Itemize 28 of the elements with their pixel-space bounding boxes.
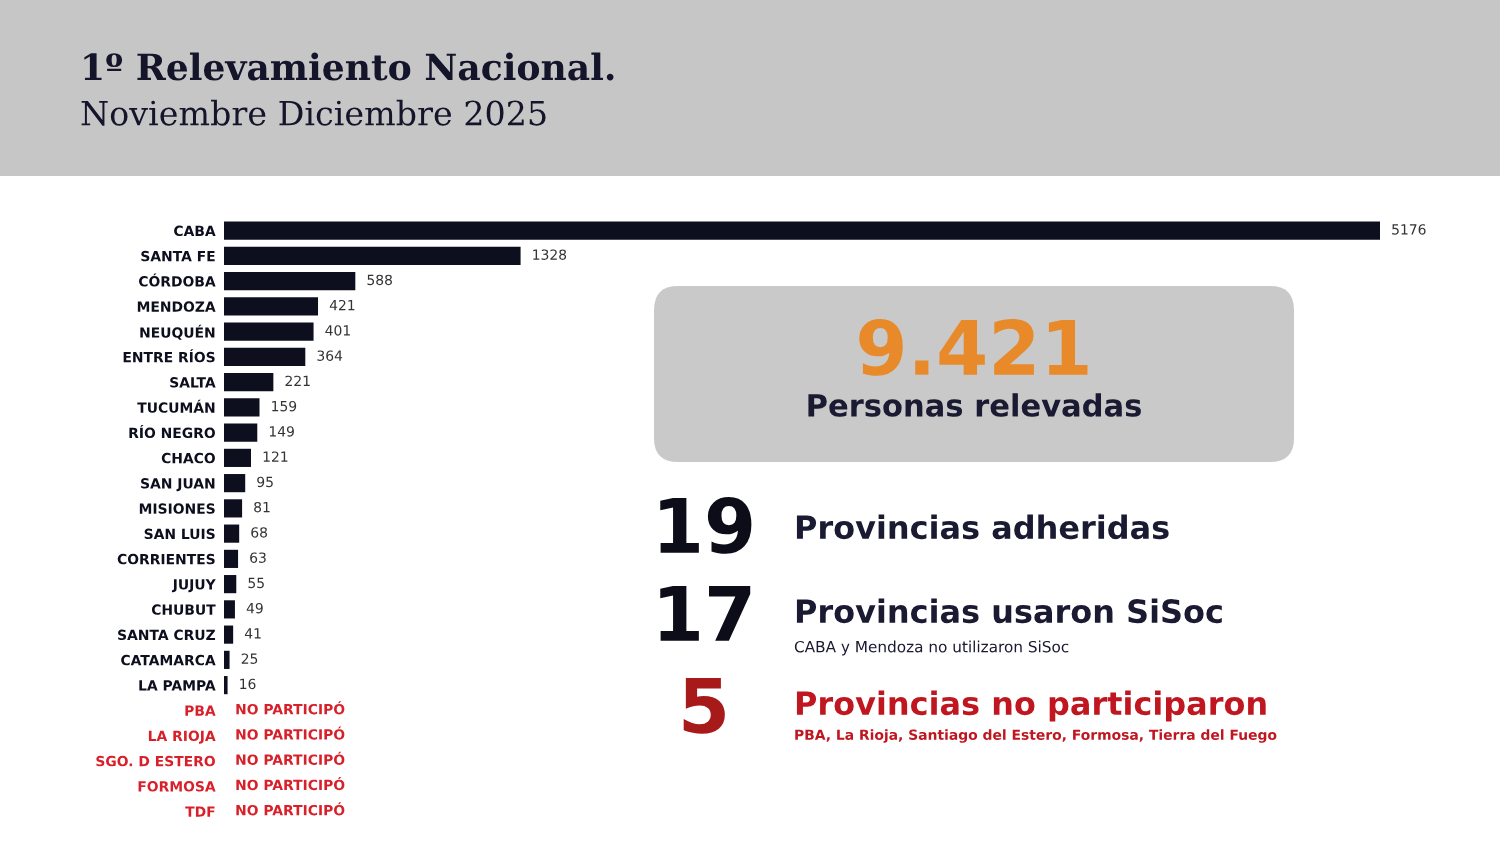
bar	[224, 600, 235, 619]
chart-title: 1º Relevamiento Nacional.	[84, 52, 614, 81]
bar	[224, 575, 237, 594]
annotation: 19	[660, 497, 752, 554]
bar	[224, 423, 258, 442]
bar	[224, 625, 234, 644]
bar	[224, 297, 319, 316]
annotation: 5	[683, 678, 725, 734]
bar	[224, 650, 230, 669]
bar	[224, 474, 246, 493]
chart-subtitle: Noviembre Diciembre 2025	[81, 99, 546, 126]
bar	[224, 398, 260, 417]
annotation: Provincias adheridas	[796, 514, 1169, 540]
annotation: Personas relevadas	[808, 393, 1141, 417]
bar	[224, 524, 240, 543]
annotation: Provincias usaron SiSoc	[796, 598, 1222, 624]
annotation: Provincias no participaron	[796, 690, 1266, 722]
bar	[224, 448, 252, 467]
bar	[224, 246, 521, 265]
bar	[224, 272, 356, 291]
bar	[224, 373, 274, 392]
bar	[224, 221, 1380, 240]
annotation: 17	[660, 586, 751, 641]
bar	[224, 322, 314, 341]
bar	[224, 499, 243, 518]
annotation: 9.421	[859, 319, 1088, 376]
bar	[224, 347, 306, 366]
bar	[224, 549, 239, 568]
